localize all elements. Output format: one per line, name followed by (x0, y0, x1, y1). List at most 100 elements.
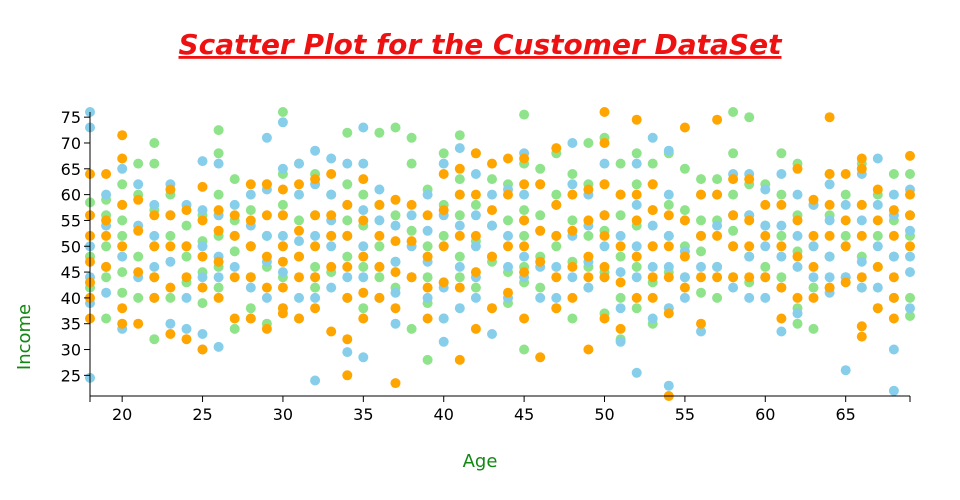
data-point (696, 287, 706, 298)
data-point (149, 241, 160, 252)
data-point (519, 344, 530, 355)
data-point (663, 210, 674, 221)
data-point (245, 272, 256, 283)
data-point (470, 282, 481, 293)
data-point (390, 122, 401, 133)
data-point (776, 282, 787, 293)
data-point (342, 158, 353, 169)
data-point (294, 292, 304, 303)
data-point (406, 236, 417, 247)
data-point (744, 241, 755, 252)
data-point (181, 220, 192, 231)
data-point (422, 292, 433, 303)
data-point (905, 241, 915, 252)
data-point (551, 303, 562, 314)
data-point (487, 303, 497, 314)
data-point (326, 189, 337, 200)
data-point (905, 311, 915, 321)
data-point (840, 365, 851, 376)
data-point (696, 272, 706, 283)
data-point (583, 272, 594, 283)
data-point (631, 114, 642, 125)
data-point (117, 287, 128, 298)
data-point (647, 261, 658, 272)
data-point (358, 174, 369, 185)
data-point (165, 318, 176, 329)
data-point (712, 230, 723, 241)
data-point (856, 282, 867, 293)
x-tick-label: 45 (514, 405, 534, 424)
data-point (856, 163, 867, 174)
data-point (824, 112, 835, 123)
data-point (905, 251, 915, 262)
data-point (808, 194, 819, 205)
data-point (422, 282, 433, 293)
data-point (631, 272, 642, 283)
data-point (358, 215, 369, 226)
data-point (374, 215, 385, 226)
data-point (631, 179, 642, 190)
data-point (454, 210, 465, 221)
data-point (101, 230, 112, 241)
data-point (696, 230, 706, 241)
data-point (358, 189, 369, 200)
data-point (310, 174, 321, 185)
data-point (438, 169, 449, 179)
data-point (390, 267, 401, 278)
data-point (615, 267, 626, 278)
data-point (776, 199, 787, 210)
data-point (406, 158, 417, 169)
data-point (696, 326, 706, 337)
data-point (792, 308, 803, 319)
data-point (358, 251, 369, 262)
data-point (101, 287, 112, 298)
data-point (872, 153, 883, 164)
data-point (631, 189, 642, 200)
data-point (245, 189, 256, 200)
data-point (165, 210, 176, 221)
data-point (519, 241, 530, 252)
data-point (470, 210, 481, 221)
data-point (117, 179, 128, 190)
data-point (840, 189, 851, 200)
data-point (470, 292, 481, 303)
data-point (744, 272, 755, 283)
data-point (454, 272, 465, 283)
x-tick-label: 20 (112, 405, 132, 424)
data-point (872, 199, 883, 210)
data-point (888, 189, 899, 200)
data-point (149, 138, 160, 148)
data-point (422, 354, 433, 365)
data-point (487, 205, 497, 216)
x-tick-label: 25 (192, 405, 212, 424)
data-point (808, 241, 819, 252)
data-point (133, 267, 144, 278)
data-point (277, 256, 288, 267)
data-point (840, 230, 851, 241)
data-point (792, 230, 803, 241)
data-point (615, 158, 626, 169)
data-point (535, 352, 546, 363)
y-tick-label: 70 (61, 134, 81, 153)
data-point (454, 303, 465, 314)
data-point (888, 292, 899, 303)
data-point (117, 199, 128, 210)
x-axis: 20 25 30 35 40 45 50 55 60 65 (89, 395, 911, 424)
data-point (213, 189, 224, 200)
data-point (840, 215, 851, 226)
data-point (310, 272, 321, 283)
data-point (277, 184, 288, 195)
data-point (631, 251, 642, 262)
data-points (85, 107, 915, 401)
data-point (261, 179, 272, 190)
data-point (294, 236, 304, 247)
data-point (358, 261, 369, 272)
data-point (776, 169, 787, 179)
data-point (872, 303, 883, 314)
data-point (535, 210, 546, 221)
data-point (551, 189, 562, 200)
data-point (888, 205, 899, 216)
data-point (294, 251, 304, 262)
data-point (326, 210, 337, 221)
data-point (117, 130, 128, 141)
